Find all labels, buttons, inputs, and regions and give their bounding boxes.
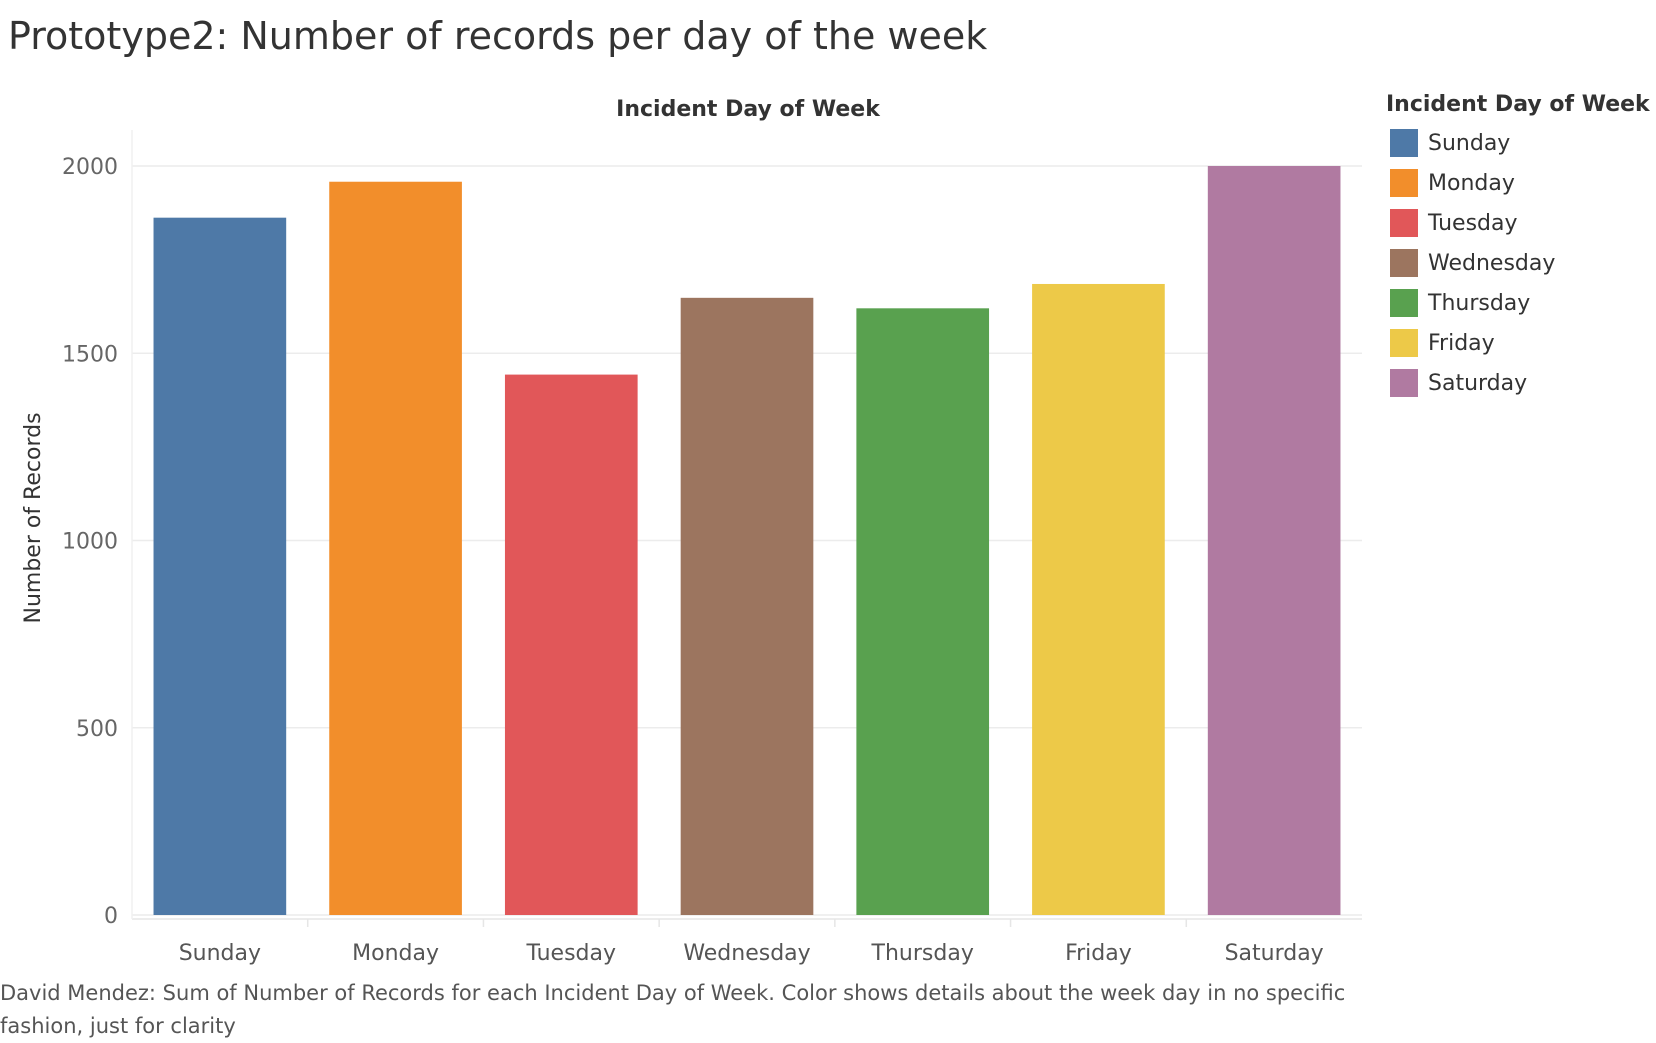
- legend-swatch: [1390, 169, 1418, 197]
- x-tick-label: Monday: [352, 941, 439, 966]
- legend-label: Wednesday: [1428, 250, 1556, 276]
- legend-swatch: [1390, 129, 1418, 157]
- page-title: Prototype2: Number of records per day of…: [8, 14, 988, 58]
- bar-monday[interactable]: [329, 181, 462, 915]
- bar-friday[interactable]: [1032, 283, 1165, 915]
- x-tick-label: Tuesday: [526, 941, 617, 966]
- x-tick-label: Sunday: [179, 941, 261, 966]
- legend-item-thursday[interactable]: Thursday: [1386, 283, 1650, 323]
- y-tick-label: 0: [104, 904, 118, 929]
- bar-tuesday[interactable]: [504, 374, 638, 915]
- y-axis-label: Number of Records: [21, 412, 46, 623]
- legend-item-tuesday[interactable]: Tuesday: [1386, 203, 1650, 243]
- legend-swatch: [1390, 369, 1418, 397]
- legend-item-wednesday[interactable]: Wednesday: [1386, 243, 1650, 283]
- legend-swatch: [1390, 329, 1418, 357]
- legend-item-saturday[interactable]: Saturday: [1386, 363, 1650, 403]
- legend-title: Incident Day of Week: [1386, 92, 1650, 117]
- bar-thursday[interactable]: [856, 308, 990, 915]
- legend: Incident Day of Week Sunday Monday Tuesday…: [1386, 92, 1650, 403]
- y-tick-label: 2000: [62, 155, 118, 180]
- y-tick-label: 1500: [62, 342, 118, 367]
- x-axis-ticks: Sunday Monday Tuesday Wednesday Thursday Frid…: [179, 919, 1324, 966]
- legend-label: Saturday: [1428, 370, 1528, 396]
- y-axis-ticks: 0 500 1000 1500 2000: [62, 155, 118, 929]
- bar-sunday[interactable]: [153, 217, 287, 915]
- legend-swatch: [1390, 249, 1418, 277]
- legend-label: Tuesday: [1428, 210, 1518, 236]
- bar-saturday[interactable]: [1207, 166, 1341, 915]
- x-tick-label: Friday: [1065, 941, 1132, 966]
- legend-label: Monday: [1428, 170, 1515, 196]
- legend-label: Thursday: [1428, 290, 1531, 316]
- x-tick-label: Thursday: [871, 941, 974, 966]
- legend-label: Friday: [1428, 330, 1495, 356]
- x-tick-label: Saturday: [1225, 941, 1324, 966]
- legend-item-sunday[interactable]: Sunday: [1386, 123, 1650, 163]
- legend-label: Sunday: [1428, 130, 1511, 156]
- bars[interactable]: [153, 166, 1341, 916]
- y-tick-label: 1000: [62, 530, 118, 555]
- legend-item-friday[interactable]: Friday: [1386, 323, 1650, 363]
- legend-item-monday[interactable]: Monday: [1386, 163, 1650, 203]
- bar-wednesday[interactable]: [680, 297, 814, 916]
- y-tick-label: 500: [76, 717, 118, 742]
- legend-items: Sunday Monday Tuesday Wednesday Thursday Frid…: [1386, 123, 1650, 403]
- caption: David Mendez: Sum of Number of Records f…: [0, 981, 1346, 1038]
- legend-swatch: [1390, 289, 1418, 317]
- legend-swatch: [1390, 209, 1418, 237]
- chart-title: Incident Day of Week: [616, 97, 881, 122]
- x-tick-label: Wednesday: [683, 941, 810, 966]
